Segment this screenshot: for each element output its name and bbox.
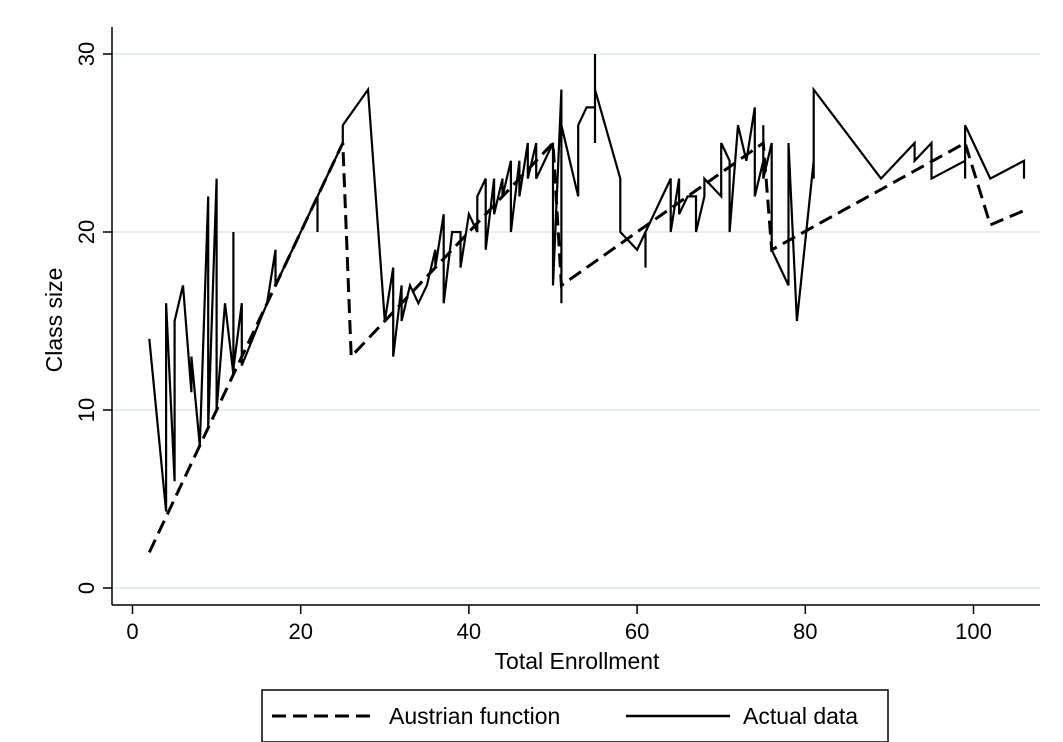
series-line-austrian-function <box>147 139 1025 554</box>
y-axis-title: Class size <box>41 268 67 373</box>
axes-layer: 0 10 20 30 0 20 40 60 80 100 <box>74 27 1040 644</box>
grid-layer <box>113 53 1040 589</box>
y-tick-label-2: 20 <box>74 220 99 244</box>
y-tick-label-3: 30 <box>74 42 99 66</box>
y-tick-label-0: 0 <box>74 582 99 594</box>
legend: Austrian function Actual data <box>261 689 889 742</box>
series-layer <box>147 54 1026 554</box>
x-tick-label-0: 0 <box>126 619 138 644</box>
x-tick-label-1: 20 <box>288 619 312 644</box>
series-line-actual-data <box>148 54 1026 512</box>
x-tick-label-4: 80 <box>793 619 817 644</box>
x-axis-title: Total Enrollment <box>495 648 661 674</box>
legend-label-austrian: Austrian function <box>389 703 560 729</box>
x-tick-label-5: 100 <box>955 619 992 644</box>
x-tick-label-3: 60 <box>625 619 649 644</box>
x-tick-label-2: 40 <box>457 619 481 644</box>
y-tick-label-1: 10 <box>74 398 99 422</box>
legend-label-actual: Actual data <box>743 703 858 729</box>
labels-layer: Total Enrollment Class size <box>41 268 660 674</box>
